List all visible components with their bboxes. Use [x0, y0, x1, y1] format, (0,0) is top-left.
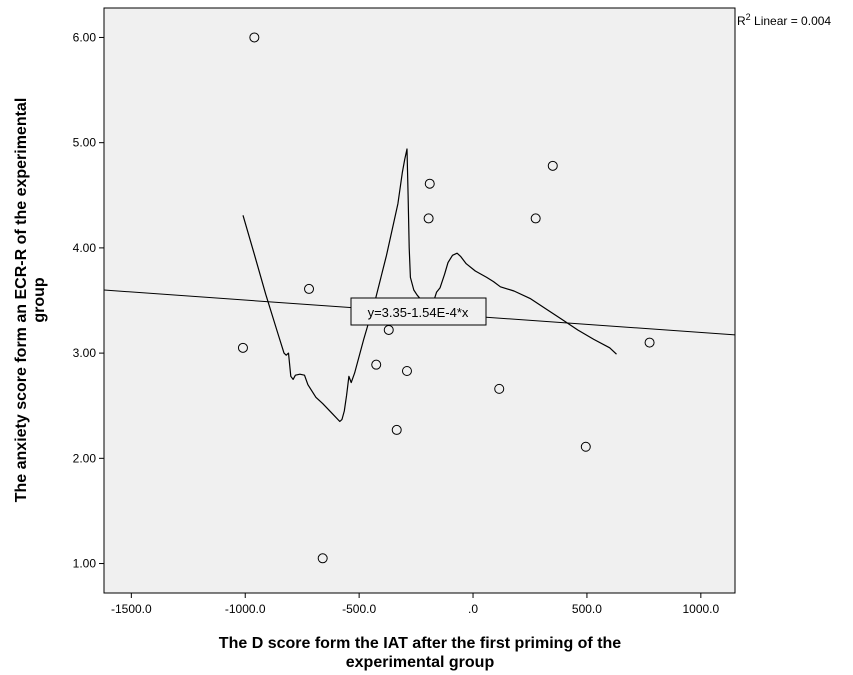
data-point	[580, 441, 591, 452]
svg-text:The anxiety score form an ECR-: The anxiety score form an ECR-R of the e…	[13, 98, 30, 503]
x-axis: -1500.0 -1000.0 -500.0 .0 500.0 1000.0	[111, 593, 720, 616]
data-point	[317, 553, 328, 564]
equation-box: y=3.35-1.54E-4*x	[350, 297, 487, 326]
x-tick-label: -1500.0	[111, 602, 152, 616]
x-tick-label: .0	[468, 602, 478, 616]
y-axis: 1.00 2.00 3.00 4.00 5.00 6.00	[73, 30, 104, 571]
data-point	[237, 342, 248, 353]
y-tick-label: 4.00	[73, 241, 97, 255]
x-tick-label: -500.0	[342, 602, 376, 616]
data-point	[371, 359, 382, 370]
equation-box-border	[350, 297, 487, 326]
data-point	[423, 213, 434, 224]
x-tick-label: -1000.0	[225, 602, 266, 616]
svg-text:The D score form the IAT after: The D score form the IAT after the first…	[219, 635, 622, 652]
y-axis-title: The anxiety score form an ECR-R of the e…	[13, 98, 48, 503]
x-tick-label: 1000.0	[682, 602, 719, 616]
equation-label: y=3.35-1.54E-4*x	[368, 305, 469, 320]
y-tick-label: 6.00	[73, 30, 97, 44]
x-axis-title: The D score form the IAT after the first…	[219, 635, 622, 671]
y-tick-label: 3.00	[73, 346, 97, 360]
y-tick-label: 1.00	[73, 557, 97, 571]
data-point	[401, 365, 412, 376]
data-point	[530, 213, 541, 224]
x-tick-label: 500.0	[572, 602, 602, 616]
y-tick-label: 2.00	[73, 451, 97, 465]
data-point	[304, 283, 315, 294]
data-point	[391, 424, 402, 435]
data-point	[424, 178, 435, 189]
r2-label: R2 Linear = 0.004	[737, 12, 831, 28]
y-tick-label: 5.00	[73, 136, 97, 150]
svg-text:group: group	[31, 277, 48, 323]
loess-curve	[242, 148, 617, 423]
data-point	[494, 383, 505, 394]
svg-text:experimental group: experimental group	[346, 654, 495, 671]
data-point	[249, 32, 260, 43]
data-point	[644, 337, 655, 348]
data-point	[547, 160, 558, 171]
